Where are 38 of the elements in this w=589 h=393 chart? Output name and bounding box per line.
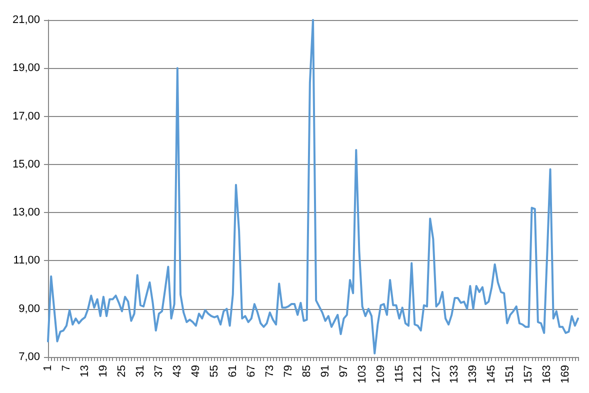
- y-tick-label: 21,00: [12, 14, 40, 26]
- x-tick-label: 73: [264, 365, 276, 378]
- x-tick-label: 43: [171, 365, 184, 378]
- x-tick-label: 157: [522, 365, 535, 384]
- x-tick-label: 55: [208, 365, 220, 378]
- y-tick-label: 9,00: [18, 302, 40, 315]
- x-tick-label: 67: [245, 365, 258, 378]
- x-tick-label: 79: [282, 365, 294, 378]
- x-tick-label: 1: [42, 365, 54, 372]
- x-tick-label: 127: [430, 365, 442, 384]
- y-tick-label: 15,00: [12, 158, 40, 170]
- x-tick-label: 25: [116, 365, 128, 378]
- x-tick-label: 169: [560, 365, 572, 384]
- x-tick-label: 31: [134, 365, 146, 378]
- x-tick-label: 37: [152, 365, 165, 378]
- x-tick-label: 163: [541, 365, 554, 384]
- x-tick-label: 139: [467, 365, 480, 384]
- x-tick-label: 85: [300, 365, 313, 378]
- x-tick-label: 13: [78, 365, 91, 378]
- y-tick-label: 17,00: [12, 110, 40, 122]
- x-tick-label: 49: [190, 365, 202, 378]
- y-tick-label: 7,00: [18, 351, 40, 363]
- y-tick-label: 19,00: [12, 62, 40, 74]
- x-tick-label: 145: [486, 365, 498, 384]
- x-tick-label: 115: [393, 365, 406, 383]
- y-tick-label: 13,00: [12, 206, 40, 219]
- x-tick-label: 7: [60, 365, 72, 372]
- line-series: [47, 19, 579, 354]
- x-tick-label: 103: [356, 365, 368, 384]
- x-tick-label: 61: [226, 365, 239, 378]
- x-tick-label: 133: [448, 365, 461, 384]
- x-tick-label: 91: [319, 365, 332, 378]
- x-tick-label: 151: [504, 365, 516, 384]
- x-tick-label: 109: [374, 365, 387, 384]
- x-tick-label: 97: [338, 365, 350, 378]
- x-tick-label: 19: [97, 365, 110, 378]
- y-tick-label: 11,00: [13, 254, 40, 267]
- x-tick-label: 121: [412, 365, 424, 384]
